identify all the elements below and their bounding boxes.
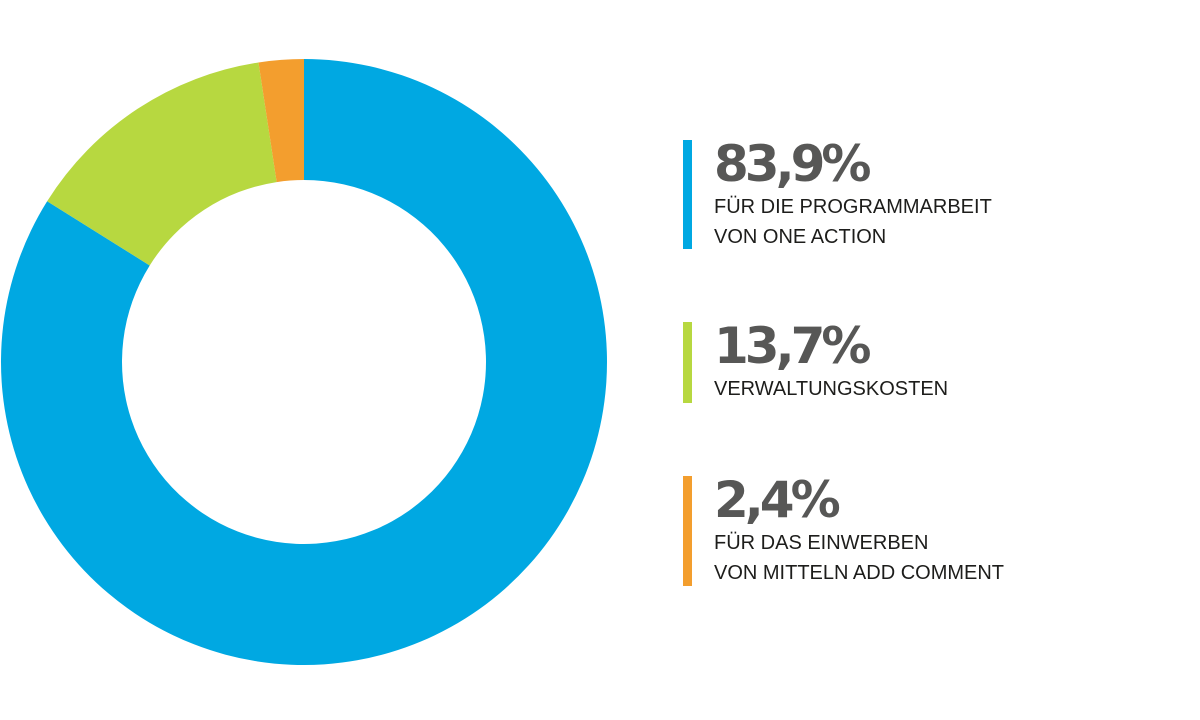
legend-item-programmarbeit: 83,9% FÜR DIE PROGRAMMARBEIT VON ONE ACT… xyxy=(683,135,992,252)
legend-text: 83,9% FÜR DIE PROGRAMMARBEIT VON ONE ACT… xyxy=(692,135,992,252)
legend-label: FÜR DIE PROGRAMMARBEIT VON ONE ACTION xyxy=(714,196,992,248)
donut-slice-0 xyxy=(0,59,607,665)
donut-slice-1 xyxy=(47,62,277,266)
donut-chart xyxy=(0,59,607,665)
legend-label: VERWALTUNGSKOSTEN xyxy=(714,378,949,400)
chart-legend: 83,9% FÜR DIE PROGRAMMARBEIT VON ONE ACT… xyxy=(683,0,1183,720)
legend-text: 13,7% VERWALTUNGSKOSTEN xyxy=(692,317,949,404)
legend-item-einwerben: 2,4% FÜR DAS EINWERBEN VON MITTELN ADD C… xyxy=(683,471,1005,588)
legend-value: 83,9% xyxy=(714,135,871,193)
legend-label: FÜR DAS EINWERBEN VON MITTELN ADD COMMEN… xyxy=(714,532,1005,584)
legend-value: 13,7% xyxy=(714,317,871,375)
donut-slice-2 xyxy=(258,59,304,183)
legend-color-bar xyxy=(683,140,692,249)
legend-text: 2,4% FÜR DAS EINWERBEN VON MITTELN ADD C… xyxy=(692,471,1005,588)
legend-color-bar xyxy=(683,322,692,403)
legend-color-bar xyxy=(683,476,692,586)
legend-value: 2,4% xyxy=(714,471,841,529)
legend-item-verwaltungskosten: 13,7% VERWALTUNGSKOSTEN xyxy=(683,317,949,404)
